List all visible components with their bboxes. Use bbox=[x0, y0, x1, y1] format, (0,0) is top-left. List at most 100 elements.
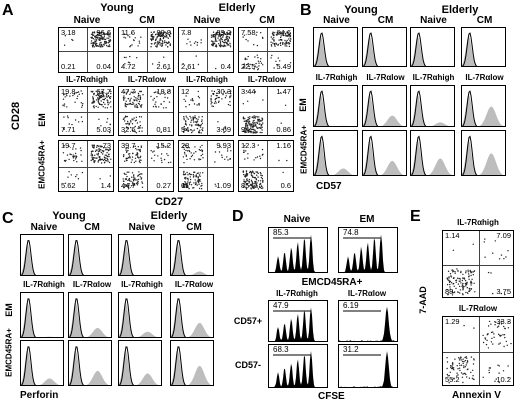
dot bbox=[165, 32, 167, 34]
dot bbox=[157, 40, 159, 43]
quadrant-value-tl: 11.6 bbox=[121, 28, 136, 37]
dot bbox=[259, 60, 262, 63]
dot bbox=[192, 187, 194, 189]
dot bbox=[132, 179, 135, 181]
dot bbox=[200, 132, 202, 134]
dot bbox=[159, 37, 162, 40]
dot bbox=[104, 161, 106, 163]
quadrant-value-tl: 12 bbox=[181, 87, 190, 96]
dot bbox=[507, 250, 509, 252]
sample-histogram bbox=[171, 302, 211, 337]
panel-b-top-hist-1-curves bbox=[314, 32, 330, 66]
dot bbox=[98, 95, 101, 97]
dot bbox=[130, 120, 132, 122]
dot bbox=[192, 116, 194, 118]
panel-a-emra-plot-2-dots bbox=[122, 145, 172, 190]
dot bbox=[196, 172, 198, 175]
dot bbox=[289, 32, 291, 35]
dot bbox=[132, 119, 134, 121]
dot bbox=[284, 45, 286, 47]
panel-d-low-cd57pos-histogram bbox=[339, 306, 395, 341]
dot bbox=[123, 95, 125, 97]
dot bbox=[246, 119, 248, 122]
dot bbox=[258, 116, 260, 118]
dot bbox=[256, 116, 259, 118]
dot bbox=[470, 371, 472, 374]
dot bbox=[165, 146, 167, 148]
panel-a-em-plot-4: 3.44 1.47 94 0.86 bbox=[238, 86, 294, 136]
gate-percent: 31.2 bbox=[343, 345, 359, 354]
dot bbox=[140, 155, 142, 157]
dot bbox=[141, 186, 144, 188]
dot bbox=[280, 39, 282, 41]
sample-histogram bbox=[411, 94, 449, 126]
dot bbox=[199, 158, 202, 161]
dot bbox=[124, 184, 127, 186]
cfse-peaks bbox=[270, 351, 321, 387]
dot bbox=[218, 91, 220, 93]
dot bbox=[498, 365, 500, 367]
dot bbox=[150, 34, 153, 36]
dot bbox=[125, 178, 127, 181]
dot bbox=[96, 33, 99, 36]
dot bbox=[98, 34, 100, 36]
dot bbox=[191, 154, 194, 156]
dot bbox=[259, 131, 261, 134]
dot bbox=[101, 95, 104, 98]
dot bbox=[201, 149, 203, 151]
dot bbox=[99, 44, 101, 46]
quadrant-value-tl: 47.7 bbox=[121, 87, 136, 96]
dot bbox=[132, 184, 134, 186]
dot bbox=[164, 93, 166, 96]
dot bbox=[103, 37, 105, 39]
dot bbox=[196, 127, 199, 130]
dot bbox=[122, 97, 125, 99]
dot bbox=[454, 272, 456, 274]
dot bbox=[160, 42, 162, 45]
dot bbox=[201, 182, 203, 185]
dot bbox=[150, 39, 153, 42]
dot bbox=[460, 282, 462, 284]
panel-c-em-hist-1 bbox=[20, 292, 64, 338]
dot bbox=[193, 42, 196, 44]
dot bbox=[247, 116, 249, 119]
dot bbox=[244, 176, 246, 178]
dot bbox=[192, 118, 194, 120]
dot bbox=[128, 180, 131, 182]
dot bbox=[163, 56, 165, 58]
dot bbox=[262, 37, 264, 40]
dot bbox=[454, 358, 456, 360]
dot bbox=[100, 92, 102, 95]
dot bbox=[151, 35, 153, 37]
dot bbox=[259, 180, 262, 182]
dot bbox=[150, 150, 152, 152]
dot bbox=[91, 42, 93, 44]
dot bbox=[127, 103, 129, 106]
dot bbox=[256, 174, 258, 176]
dot bbox=[492, 292, 494, 295]
dot bbox=[224, 126, 226, 128]
dot bbox=[225, 95, 227, 97]
panel-b-emra-hist-4 bbox=[461, 130, 506, 176]
dot bbox=[492, 343, 494, 345]
dot bbox=[492, 252, 494, 254]
dot bbox=[198, 179, 200, 182]
dot bbox=[91, 102, 93, 104]
dot bbox=[260, 127, 262, 130]
dot bbox=[188, 183, 191, 185]
dot bbox=[456, 365, 458, 367]
dot bbox=[467, 292, 469, 294]
dot bbox=[156, 146, 158, 148]
dot bbox=[253, 183, 255, 185]
quadrant-value-bl: 4.72 bbox=[121, 62, 136, 71]
dot bbox=[214, 161, 216, 163]
dot bbox=[126, 157, 129, 160]
dot bbox=[451, 291, 454, 294]
dot bbox=[228, 33, 230, 35]
dot bbox=[282, 32, 284, 34]
dot bbox=[97, 161, 99, 163]
dot bbox=[504, 328, 506, 330]
dot bbox=[220, 37, 222, 39]
dot bbox=[159, 31, 161, 33]
dot bbox=[72, 94, 74, 97]
